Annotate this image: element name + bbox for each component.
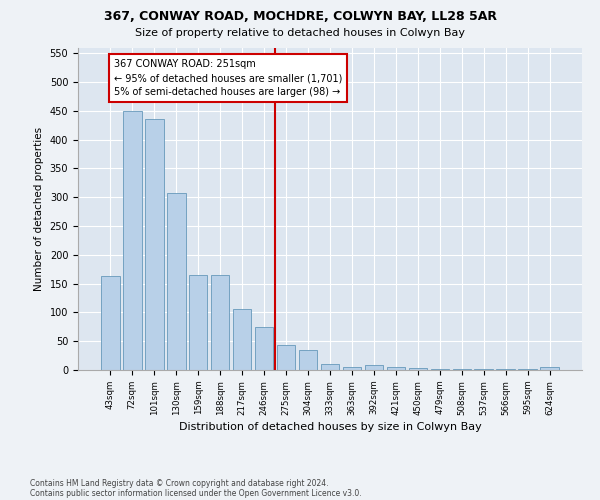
Bar bbox=[496, 369, 515, 370]
Bar bbox=[101, 276, 119, 370]
Bar bbox=[386, 367, 405, 370]
Bar bbox=[518, 369, 537, 370]
Bar bbox=[189, 275, 208, 370]
Bar bbox=[277, 345, 295, 370]
Bar bbox=[409, 368, 427, 370]
Bar bbox=[320, 364, 340, 370]
Text: Contains HM Land Registry data © Crown copyright and database right 2024.: Contains HM Land Registry data © Crown c… bbox=[30, 478, 329, 488]
Bar bbox=[299, 350, 317, 370]
Bar bbox=[233, 309, 251, 370]
Text: 367, CONWAY ROAD, MOCHDRE, COLWYN BAY, LL28 5AR: 367, CONWAY ROAD, MOCHDRE, COLWYN BAY, L… bbox=[104, 10, 497, 23]
Text: Contains public sector information licensed under the Open Government Licence v3: Contains public sector information licen… bbox=[30, 488, 362, 498]
X-axis label: Distribution of detached houses by size in Colwyn Bay: Distribution of detached houses by size … bbox=[179, 422, 481, 432]
Y-axis label: Number of detached properties: Number of detached properties bbox=[34, 126, 44, 291]
Bar bbox=[123, 111, 142, 370]
Text: Size of property relative to detached houses in Colwyn Bay: Size of property relative to detached ho… bbox=[135, 28, 465, 38]
Text: 367 CONWAY ROAD: 251sqm
← 95% of detached houses are smaller (1,701)
5% of semi-: 367 CONWAY ROAD: 251sqm ← 95% of detache… bbox=[113, 59, 342, 97]
Bar bbox=[255, 327, 274, 370]
Bar bbox=[167, 193, 185, 370]
Bar bbox=[431, 369, 449, 370]
Bar bbox=[452, 369, 471, 370]
Bar bbox=[211, 275, 229, 370]
Bar bbox=[365, 366, 383, 370]
Bar bbox=[475, 369, 493, 370]
Bar bbox=[343, 367, 361, 370]
Bar bbox=[541, 367, 559, 370]
Bar bbox=[145, 120, 164, 370]
